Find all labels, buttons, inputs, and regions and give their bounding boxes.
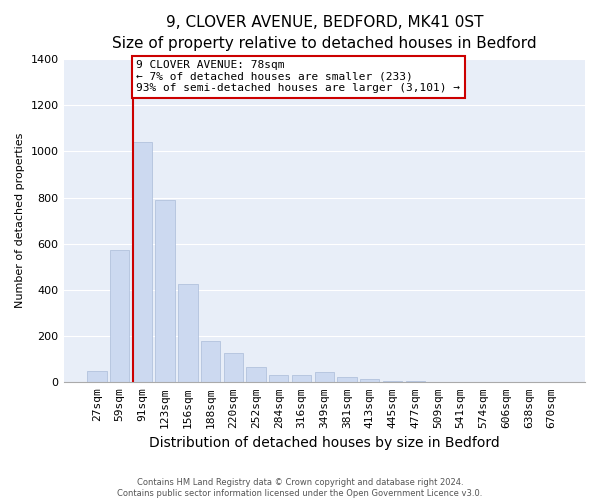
Y-axis label: Number of detached properties: Number of detached properties	[15, 133, 25, 308]
Bar	[314, 372, 334, 382]
Text: 9 CLOVER AVENUE: 78sqm
← 7% of detached houses are smaller (233)
93% of semi-det: 9 CLOVER AVENUE: 78sqm ← 7% of detached …	[136, 60, 460, 94]
Bar	[292, 376, 311, 382]
Bar	[247, 368, 266, 382]
X-axis label: Distribution of detached houses by size in Bedford: Distribution of detached houses by size …	[149, 436, 500, 450]
Bar	[337, 376, 356, 382]
Bar	[406, 381, 425, 382]
Title: 9, CLOVER AVENUE, BEDFORD, MK41 0ST
Size of property relative to detached houses: 9, CLOVER AVENUE, BEDFORD, MK41 0ST Size…	[112, 15, 536, 51]
Bar	[155, 200, 175, 382]
Bar	[133, 142, 152, 382]
Bar	[201, 341, 220, 382]
Text: Contains HM Land Registry data © Crown copyright and database right 2024.
Contai: Contains HM Land Registry data © Crown c…	[118, 478, 482, 498]
Bar	[269, 376, 289, 382]
Bar	[178, 284, 197, 382]
Bar	[383, 381, 402, 382]
Bar	[224, 354, 243, 382]
Bar	[87, 371, 107, 382]
Bar	[110, 250, 130, 382]
Bar	[360, 379, 379, 382]
